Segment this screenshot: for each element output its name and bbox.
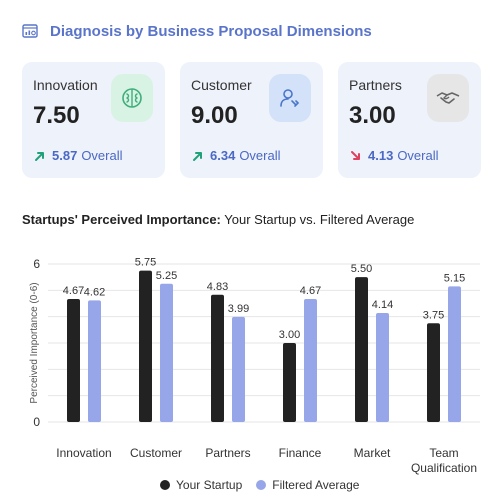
data-label: 3.99 [228,303,249,315]
bar-filtered-average [304,299,317,422]
bar-your-startup [355,277,368,422]
card-label: Partners [349,77,402,93]
bar-your-startup [211,294,224,422]
data-label: 4.67 [63,285,84,297]
data-label: 5.75 [135,257,156,269]
bar-filtered-average [232,316,245,422]
chart-title-bold: Startups' Perceived Importance: [22,212,221,227]
card-label: Customer [191,77,252,93]
data-label: 5.25 [156,270,177,282]
handshake-icon [427,74,469,122]
brain-icon [111,74,153,122]
card-innovation[interactable]: Innovation 7.50 5.87 Overall [22,62,165,178]
page-title: Diagnosis by Business Proposal Dimension… [50,22,372,40]
bar-your-startup [67,299,80,422]
chart-legend: Your Startup Filtered Average [160,478,373,492]
overall-trend: 4.13 Overall [350,148,439,163]
data-label: 5.15 [444,272,465,284]
card-label: Innovation [33,77,98,93]
overall-value: 4.13 [368,148,394,163]
data-label: 3.00 [279,329,300,341]
overall-trend: 6.34 Overall [192,148,281,163]
bar-filtered-average [376,312,389,422]
chart-title: Startups' Perceived Importance: Your Sta… [22,212,414,227]
x-tick-label: Finance [279,446,322,460]
user-tag-icon [269,74,311,122]
card-partners[interactable]: Partners 3.00 4.13 Overall [338,62,481,178]
card-customer[interactable]: Customer 9.00 6.34 Overall [180,62,323,178]
y-tick-label: 0 [33,415,40,429]
bar-filtered-average [88,300,101,422]
bar-filtered-average [160,283,173,422]
data-label: 4.83 [207,281,228,293]
page-header: Diagnosis by Business Proposal Dimension… [22,20,372,42]
x-tick-label: Partners [205,446,250,460]
data-label: 4.14 [372,299,393,311]
legend-item-your-startup[interactable]: Your Startup [160,478,242,492]
x-tick-label: Customer [130,446,182,460]
data-label: 4.67 [300,285,321,297]
trend-down-icon [351,150,360,160]
overall-value: 6.34 [210,148,236,163]
bar-your-startup [283,343,296,422]
card-value: 3.00 [349,102,396,129]
overall-label: Overall [81,148,123,163]
legend-label: Your Startup [176,478,243,492]
bar-your-startup [427,323,440,422]
chart-window-icon [22,24,38,38]
card-value: 9.00 [191,102,238,129]
x-tick-label: Market [354,446,391,460]
x-tick-label: Team [429,446,458,460]
overall-label: Overall [239,148,281,163]
legend-label: Filtered Average [272,478,360,492]
y-axis-label: Perceived Importance (0-6) [29,282,40,403]
y-tick-label: 6 [33,257,40,271]
bar-filtered-average [448,286,461,422]
trend-up-icon [35,151,44,161]
chart-title-rest: Your Startup vs. Filtered Average [220,212,415,227]
x-tick-label: Innovation [56,446,111,460]
card-value: 7.50 [33,102,80,129]
x-tick-label: Qualification [411,461,477,475]
overall-value: 5.87 [52,148,78,163]
legend-swatch [256,480,267,490]
data-label: 4.62 [84,286,105,298]
overall-label: Overall [397,148,439,163]
bar-your-startup [139,270,152,422]
overall-trend: 5.87 Overall [34,148,123,163]
legend-item-filtered-average[interactable]: Filtered Average [256,478,359,492]
trend-up-icon [193,151,202,161]
legend-swatch [160,480,170,490]
data-label: 5.50 [351,263,372,275]
data-label: 3.75 [423,309,444,321]
